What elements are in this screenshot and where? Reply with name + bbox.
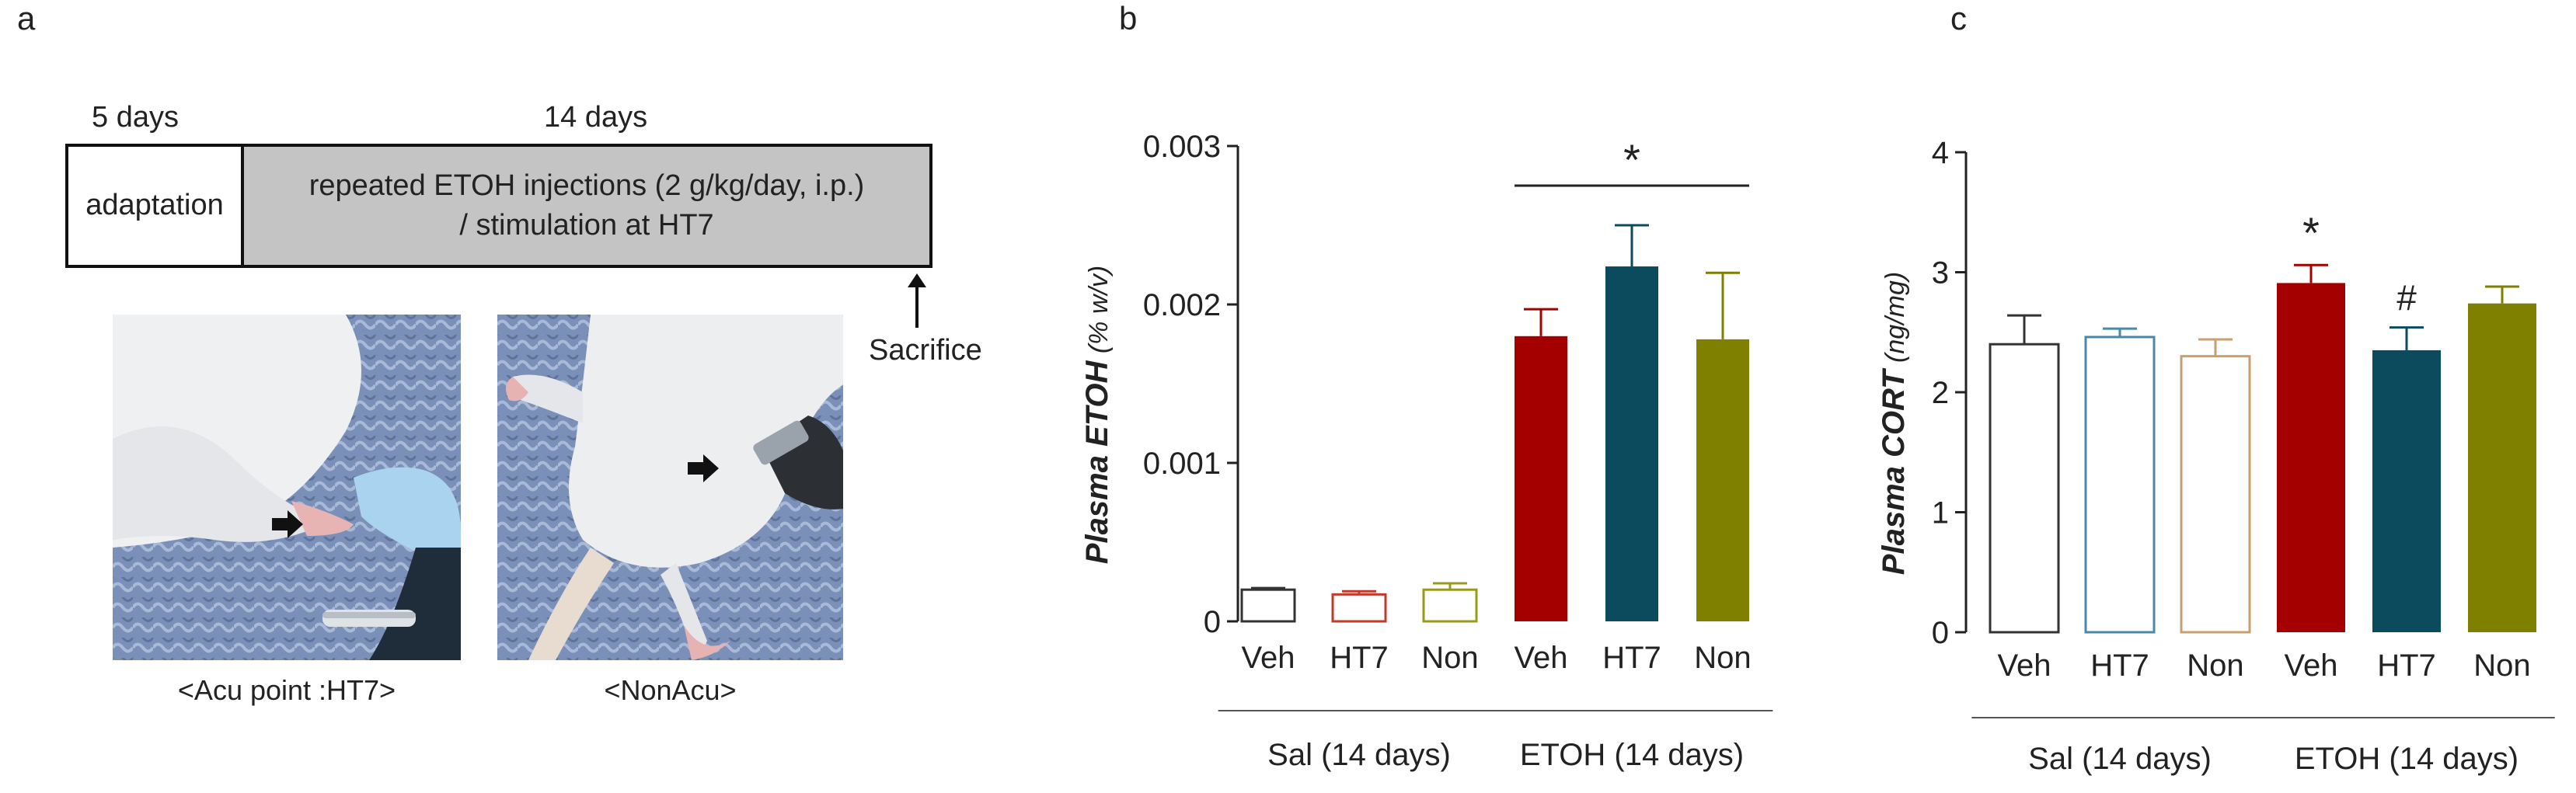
chart-plasma-cort: 0 1 2 3 4 Plasma CORT (ng/mg) Veh HT7 Non Veh HT7 N…	[1877, 136, 2555, 776]
y-axis-label: Plasma CORT (ng/mg)	[1877, 272, 1911, 575]
group-label: ETOH (14 days)	[1520, 738, 1744, 772]
category-label: HT7	[2090, 649, 2149, 683]
timeline-phase2-label-line2: / stimulation at HT7	[459, 209, 714, 242]
timeline-treatment-box: repeated ETOH injections (2 g/kg/day, i.…	[241, 144, 932, 268]
y-axis-label: Plasma ETOH (% w/v)	[1080, 266, 1114, 564]
y-tick-label: 0.003	[1143, 130, 1221, 164]
timeline-adaptation-box: adaptation	[65, 144, 244, 268]
timeline-phase2-label-line1: repeated ETOH injections (2 g/kg/day, i.…	[308, 169, 865, 202]
category-label: HT7	[1330, 641, 1389, 675]
y-tick-label: 0	[1204, 605, 1221, 639]
photo-nonacu	[497, 315, 843, 660]
photo-caption-acupoint: <Acu point :HT7>	[177, 674, 396, 706]
y-tick-label: 2	[1932, 376, 1949, 410]
group-label: Sal (14 days)	[2028, 742, 2212, 776]
bar	[1515, 336, 1567, 621]
category-label: Non	[2187, 649, 2243, 683]
bar	[2277, 283, 2345, 632]
significance-marker: #	[2396, 278, 2417, 318]
photo-caption-nonacu: <NonAcu>	[604, 674, 737, 706]
category-label: Veh	[1242, 641, 1295, 675]
panel-letter-b: b	[1119, 0, 1138, 37]
y-tick-label: 1	[1932, 496, 1949, 530]
category-label: Non	[1694, 641, 1751, 675]
category-label: Non	[2473, 649, 2530, 683]
timeline-endpoint: Sacrifice	[869, 334, 982, 367]
group-label: Sal (14 days)	[1267, 738, 1451, 772]
timeline-phase2-duration: 14 days	[544, 101, 648, 134]
photo-acupoint-ht7	[113, 315, 461, 660]
bar	[1331, 593, 1387, 623]
chart-plasma-etoh: 0 0.001 0.002 0.003 Plasma ETOH (% w/v) Veh HT…	[1080, 130, 1773, 772]
bar	[1240, 588, 1296, 623]
category-label: HT7	[2377, 649, 2436, 683]
timeline-phase1-label: adaptation	[85, 189, 224, 222]
bar	[2084, 336, 2156, 634]
bar	[1696, 339, 1749, 621]
arrow-up-icon	[908, 273, 926, 328]
category-label: Veh	[2285, 649, 2338, 683]
timeline-phase1-duration: 5 days	[92, 101, 179, 134]
y-tick-label: 0.001	[1143, 447, 1221, 481]
significance-marker: *	[2302, 208, 2320, 257]
bar	[2468, 303, 2536, 632]
bar	[1422, 588, 1478, 623]
category-label: HT7	[1602, 641, 1661, 675]
panel-letter-a: a	[17, 0, 36, 37]
bar	[1605, 266, 1658, 621]
y-tick-label: 4	[1932, 136, 1949, 170]
bar	[2372, 350, 2441, 632]
y-tick-label: 0	[1932, 616, 1949, 650]
y-tick-label: 3	[1932, 256, 1949, 290]
category-label: Veh	[1998, 649, 2051, 683]
group-label: ETOH (14 days)	[2295, 742, 2518, 776]
significance-marker: *	[1623, 135, 1640, 184]
panel-letter-c: c	[1950, 0, 1967, 37]
category-label: Non	[1421, 641, 1478, 675]
category-label: Veh	[1515, 641, 1568, 675]
bar	[2180, 355, 2251, 634]
y-tick-label: 0.002	[1143, 288, 1221, 322]
bar	[1989, 343, 2060, 634]
